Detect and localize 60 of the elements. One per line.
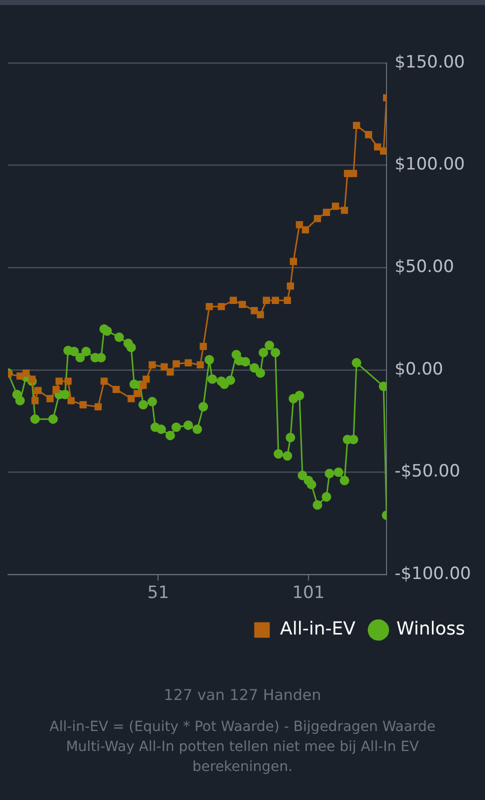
point (31, 397, 39, 404)
point (184, 359, 192, 366)
point (142, 376, 150, 383)
point (46, 395, 54, 402)
point (134, 390, 141, 398)
point (290, 258, 298, 266)
point (160, 363, 168, 370)
point (28, 376, 36, 383)
point (230, 296, 237, 304)
point (56, 378, 63, 385)
point (16, 372, 24, 380)
y-tick-label: -$100.00 (394, 564, 472, 584)
legend-label: Winloss (396, 618, 466, 640)
point (166, 368, 174, 376)
point (250, 307, 258, 314)
point (68, 397, 75, 404)
point (262, 296, 270, 304)
text: 127 van 127 Handen (162, 685, 322, 705)
point (314, 214, 322, 222)
point (350, 170, 358, 178)
y-tick-label: -$50.00 (394, 462, 460, 482)
y-tick-label: $0.00 (394, 359, 444, 380)
point (80, 401, 87, 408)
point (284, 296, 291, 304)
point (364, 131, 372, 138)
point (322, 208, 330, 216)
point (148, 361, 156, 368)
x-tick-label: 101 (292, 583, 325, 604)
y-tick-label: $150.00 (394, 52, 465, 72)
point (238, 300, 246, 308)
point (172, 360, 180, 368)
x-tick-label: 51 (147, 583, 170, 604)
point (272, 296, 279, 304)
point (256, 311, 264, 318)
point (94, 403, 102, 410)
point (296, 221, 304, 228)
point (340, 206, 348, 214)
point (22, 369, 30, 377)
point (112, 386, 120, 393)
point (380, 147, 387, 155)
point (218, 302, 225, 310)
point (64, 378, 72, 385)
point (352, 122, 360, 129)
point (100, 378, 108, 385)
point (302, 226, 310, 234)
point (34, 386, 42, 394)
point (140, 382, 147, 389)
point (286, 282, 294, 290)
point (196, 361, 204, 368)
point (332, 202, 340, 210)
point (374, 143, 382, 150)
y-tick-label: $50.00 (394, 257, 454, 278)
legend-label: All-in-EV (280, 618, 356, 640)
text: Multi-Way All-In potten tellen niet mee bij All-In EV berekeningen. (64, 738, 420, 777)
point (206, 302, 213, 310)
point (52, 386, 60, 393)
point (200, 342, 207, 350)
point (128, 395, 135, 402)
text: All-in-EV = (Equity * Pot Waarde) - Bijgedragen Waarde (48, 718, 436, 737)
y-tick-label: $100.00 (394, 154, 465, 175)
